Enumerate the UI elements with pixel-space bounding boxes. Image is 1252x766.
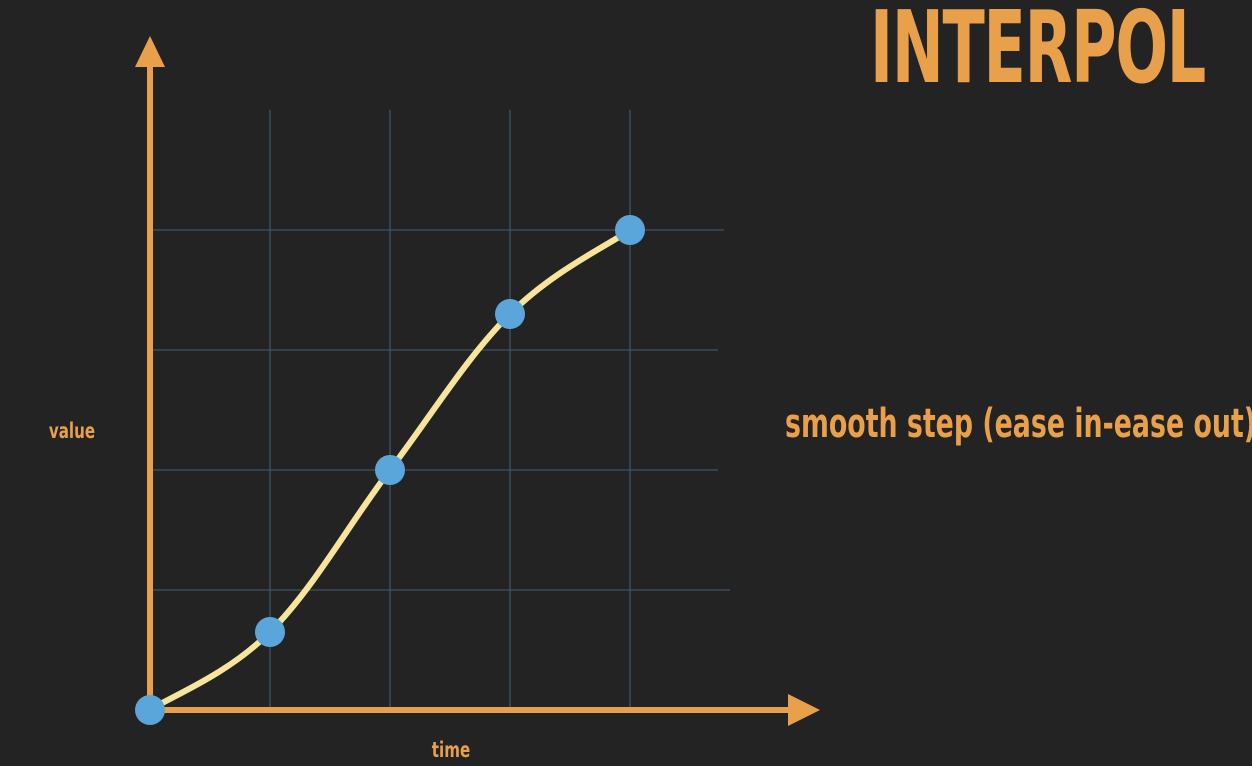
y-axis-label: value bbox=[49, 420, 95, 444]
data-point bbox=[255, 617, 285, 647]
slide-subtitle: smooth step (ease in-ease out) bbox=[785, 401, 1252, 447]
grid bbox=[150, 110, 730, 710]
axis-labels: value time bbox=[49, 420, 470, 763]
data-points bbox=[135, 215, 645, 725]
data-point bbox=[375, 455, 405, 485]
data-point bbox=[615, 215, 645, 245]
data-point bbox=[135, 695, 165, 725]
slide-title: INTERPOL bbox=[870, 0, 1206, 106]
y-axis-arrow bbox=[135, 36, 165, 67]
x-axis-label: time bbox=[432, 739, 470, 763]
title-clip: INTERPOL bbox=[0, 0, 1252, 130]
x-axis-arrow bbox=[788, 694, 820, 726]
axes bbox=[135, 36, 820, 726]
data-point bbox=[495, 299, 525, 329]
